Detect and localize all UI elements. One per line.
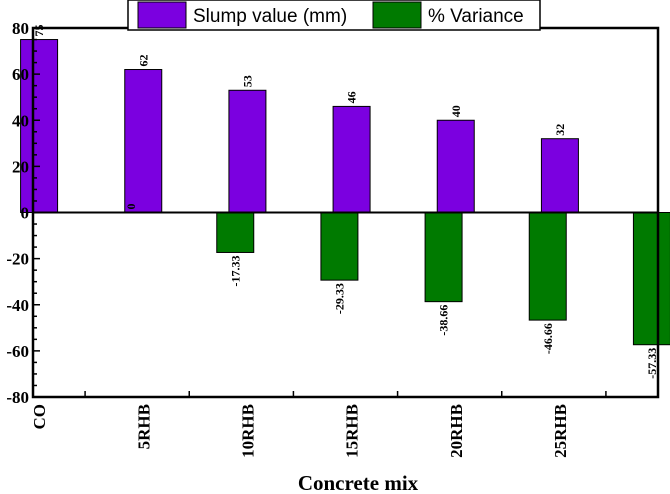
x-tick-label: 5RHB xyxy=(134,404,153,449)
bar-slump xyxy=(124,69,163,213)
y-tick-label: 0 xyxy=(21,204,30,223)
y-tick-label: -80 xyxy=(6,388,29,407)
y-tick-label: 40 xyxy=(12,111,29,130)
legend-swatch xyxy=(137,1,187,29)
data-label: 62 xyxy=(136,55,150,67)
y-tick-label: 60 xyxy=(12,65,29,84)
data-label: -17.33 xyxy=(228,255,242,286)
data-labels-layer: 7562534640320-17.33-29.33-38.66-46.66-57… xyxy=(32,25,659,379)
bar-slump xyxy=(228,89,267,213)
data-label: 40 xyxy=(449,105,463,117)
x-tick-label: 25RHB xyxy=(551,404,570,458)
y-tick-label: -20 xyxy=(6,250,29,269)
bar-variance xyxy=(528,212,567,321)
data-label: -57.33 xyxy=(645,348,659,379)
data-label: 46 xyxy=(345,91,359,103)
x-tick-label: 15RHB xyxy=(343,404,362,458)
y-tick-label: 20 xyxy=(12,157,29,176)
x-tick-label: CO xyxy=(30,404,49,430)
y-axis: -80 -60 -40 -20 0 20 40 60 80 xyxy=(6,19,40,407)
legend-swatch xyxy=(372,1,422,29)
x-tick-label: 10RHB xyxy=(238,404,257,458)
bar-slump xyxy=(332,105,371,213)
x-axis: CO 5RHB 10RHB 15RHB 20RHB 25RHB xyxy=(30,391,607,458)
x-axis-title: Concrete mix xyxy=(298,471,419,494)
y-tick-label: -60 xyxy=(6,342,29,361)
y-tick-label: 80 xyxy=(12,19,29,38)
bar-variance xyxy=(320,212,359,281)
legend-label: % Variance xyxy=(428,6,524,27)
bar-slump xyxy=(20,39,59,213)
bar-variance xyxy=(216,212,255,253)
data-label: 0 xyxy=(124,204,138,210)
bar-slump xyxy=(540,138,579,213)
data-label: -46.66 xyxy=(541,323,555,354)
bar-variance xyxy=(424,212,463,303)
bar-slump xyxy=(436,119,475,213)
bar-variance xyxy=(632,212,670,346)
legend: Slump value (mm) % Variance xyxy=(127,0,541,31)
data-label: -38.66 xyxy=(437,305,451,336)
y-tick-label: -40 xyxy=(6,296,29,315)
bars-layer xyxy=(20,39,670,346)
data-label: 32 xyxy=(553,124,567,136)
legend-box xyxy=(127,0,541,31)
legend-label: Slump value (mm) xyxy=(193,6,347,27)
data-label: -29.33 xyxy=(332,283,346,314)
data-label: 53 xyxy=(240,75,254,87)
x-tick-label: 20RHB xyxy=(447,404,466,458)
